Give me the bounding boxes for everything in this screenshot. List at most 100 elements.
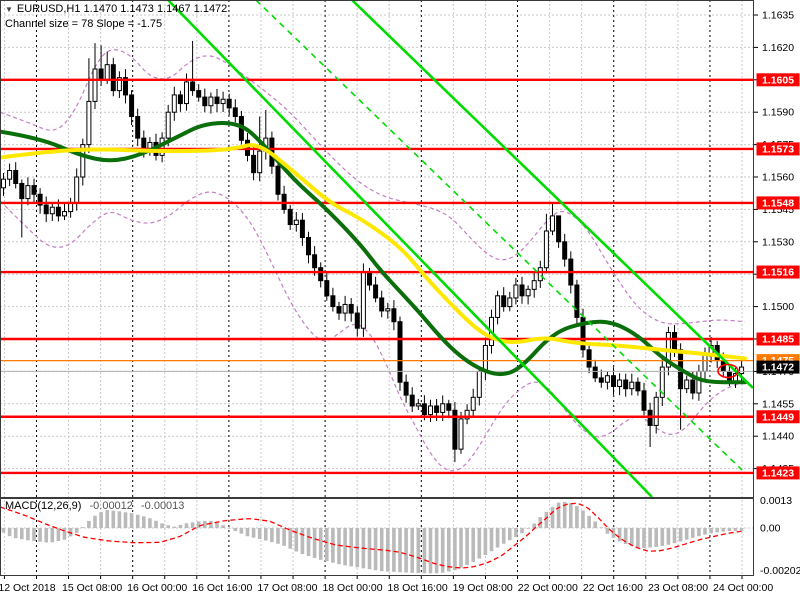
macd-histogram-bar <box>434 528 439 574</box>
candle-down <box>299 219 305 238</box>
ma-slow-green-line <box>0 121 747 385</box>
candle-up <box>25 185 31 200</box>
macd-histogram-bar <box>684 528 689 540</box>
candle-up <box>543 230 549 269</box>
candle-down <box>232 107 238 118</box>
candle-up <box>184 81 189 105</box>
candle-down <box>373 284 379 299</box>
x-axis-label: 17 Oct 08:00 <box>257 582 317 594</box>
level-price-badge-text: 1.1573 <box>762 143 794 155</box>
level-price-badge-bg <box>756 410 800 424</box>
channel-trendline-solid[interactable] <box>351 0 754 389</box>
macd-histogram-bar <box>453 528 457 571</box>
channel-lines[interactable] <box>167 0 754 498</box>
macd-histogram-bar <box>50 528 55 543</box>
macd-histogram-bar <box>215 522 219 528</box>
x-axis-label: 24 Oct 00:00 <box>713 582 773 594</box>
macd-histogram-bar <box>489 528 494 552</box>
y-axis-label: 1.1440 <box>762 431 794 443</box>
candle-down <box>635 381 641 392</box>
candle-down <box>214 96 220 105</box>
macd-histogram-bar <box>642 528 646 548</box>
macd-histogram-bar <box>404 528 408 573</box>
channel-trendline-solid[interactable] <box>167 0 653 498</box>
macd-histogram-bar <box>233 528 238 532</box>
x-axis-label: 16 Oct 16:00 <box>192 582 252 594</box>
price-highlight-circle[interactable] <box>717 363 739 379</box>
channel-info-text: Channel size = 78 Slope = -1.75 <box>5 18 163 30</box>
candle-up <box>696 370 702 394</box>
candle-down <box>403 381 409 396</box>
candle-down <box>37 193 43 206</box>
macd-histogram-bar <box>129 513 134 528</box>
candle-up <box>385 308 391 312</box>
symbol-dropdown-icon[interactable]: ▼ <box>5 5 13 14</box>
macd-histogram-bar <box>117 511 122 528</box>
macd-histogram-bar <box>26 528 30 541</box>
y-axis-label: 1.1455 <box>762 398 794 410</box>
macd-panel <box>0 501 745 574</box>
macd-histogram-bar <box>373 528 378 571</box>
candle-down <box>556 215 562 243</box>
candle-down <box>196 90 202 98</box>
candle-down <box>275 165 281 195</box>
macd-histogram-bar <box>56 528 61 541</box>
channel-trendline-dashed[interactable] <box>255 0 743 471</box>
y-axis-label: 1.1500 <box>762 301 794 313</box>
y-axis: 1.14251.14401.14551.14701.14851.15001.15… <box>760 10 800 578</box>
macd-histogram-bar <box>392 528 396 572</box>
level-price-badge: 1.1449 <box>756 410 800 424</box>
candle-up <box>513 284 519 299</box>
macd-histogram-bar <box>282 528 286 546</box>
level-price-badge-text: 1.1548 <box>762 197 794 209</box>
candle-down <box>312 254 318 269</box>
candle-up <box>165 111 171 139</box>
macd-histogram-bar <box>166 525 170 528</box>
macd-signal-line <box>0 502 745 569</box>
macd-histogram-bar <box>611 528 616 538</box>
level-price-badge: 1.1485 <box>756 332 800 346</box>
candle-down <box>287 208 293 226</box>
candle-down <box>348 303 354 314</box>
candle-up <box>458 418 464 450</box>
candle-down <box>135 116 141 139</box>
candle-down <box>43 204 49 215</box>
macd-histogram-bar <box>312 528 317 558</box>
candle-down <box>690 379 696 394</box>
macd-histogram-bar <box>306 528 311 556</box>
candle-up <box>208 96 214 107</box>
candle-up <box>507 297 513 308</box>
macd-histogram-bar <box>99 512 103 528</box>
candle-up <box>531 280 537 290</box>
candle-up <box>86 100 92 146</box>
macd-histogram-bar <box>203 520 207 528</box>
macd-histogram-bar <box>428 528 433 574</box>
macd-scale-label: 0.00 <box>760 523 781 535</box>
candle-up <box>342 303 348 314</box>
candle-down <box>501 295 507 308</box>
candle-up <box>702 353 708 372</box>
macd-histogram-bar <box>160 523 164 528</box>
level-price-badge: 1.1423 <box>756 466 800 480</box>
x-axis: 12 Oct 2018 15 Oct 08:00 16 Oct 00:00 16 Oc… <box>0 582 773 594</box>
macd-histogram-bar <box>32 528 36 542</box>
macd-histogram-bar <box>148 518 152 528</box>
macd-histogram-bar <box>209 520 213 528</box>
level-price-badge-text: 1.1449 <box>762 411 794 423</box>
price-level-lines[interactable] <box>0 78 753 475</box>
macd-histogram-bar <box>514 528 518 538</box>
macd-histogram-bar <box>623 528 628 545</box>
candle-up <box>171 94 177 113</box>
candle-down <box>13 170 19 184</box>
candle-up <box>360 271 366 329</box>
macd-value-hist: -0.00012 <box>89 500 133 512</box>
last-price-badge-text: 1.1472 <box>762 362 794 374</box>
candle-up <box>428 405 433 416</box>
macd-histogram-bar <box>190 522 195 528</box>
level-price-badge-bg <box>756 196 800 210</box>
macd-histogram-bar <box>1 528 6 533</box>
candle-up <box>220 98 226 105</box>
level-price-badge: 1.1516 <box>756 265 800 279</box>
level-price-badge: 1.1573 <box>756 142 800 156</box>
